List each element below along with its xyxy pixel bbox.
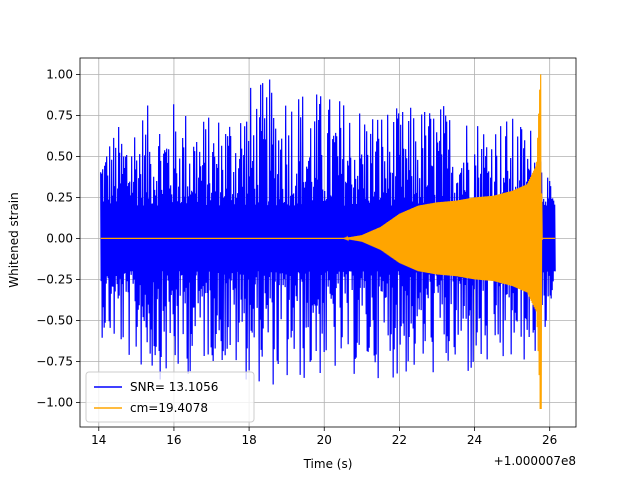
- series-cm-line: [100, 74, 556, 409]
- y-tick-label: −0.25: [36, 272, 73, 286]
- x-tick-label: 20: [317, 433, 332, 447]
- y-tick-label: −0.50: [36, 313, 73, 327]
- y-tick-label: 1.00: [46, 67, 73, 81]
- y-axis-label: Whitened strain: [7, 192, 21, 288]
- axis-ticks: 14 16 18 20 22 24 26 −1.00 −0.75 −0.50 −0.25 0.00 0.…: [36, 67, 557, 447]
- y-tick-label: 0.00: [46, 231, 73, 245]
- x-tick-label: 14: [91, 433, 106, 447]
- y-tick-label: 0.50: [46, 149, 73, 163]
- plot-frame: [79, 57, 577, 428]
- x-tick-label: 18: [241, 433, 256, 447]
- x-tick-label: 26: [542, 433, 557, 447]
- y-tick-label: 0.75: [46, 108, 73, 122]
- x-tick-label: 24: [467, 433, 482, 447]
- x-axis-label: Time (s): [303, 457, 353, 471]
- legend-label-cm: cm=19.4078: [130, 401, 208, 415]
- legend: SNR= 13.1056 cm=19.4078: [85, 371, 255, 423]
- x-offset-label: +1.000007e8: [494, 454, 576, 468]
- y-tick-label: 0.25: [46, 190, 73, 204]
- x-tick-label: 16: [166, 433, 181, 447]
- y-tick-label: −0.75: [36, 354, 73, 368]
- legend-label-snr: SNR= 13.1056: [130, 380, 218, 394]
- legend-box: [85, 371, 255, 423]
- y-tick-label: −1.00: [36, 395, 73, 409]
- plot-area: [100, 74, 556, 409]
- x-tick-label: 22: [392, 433, 407, 447]
